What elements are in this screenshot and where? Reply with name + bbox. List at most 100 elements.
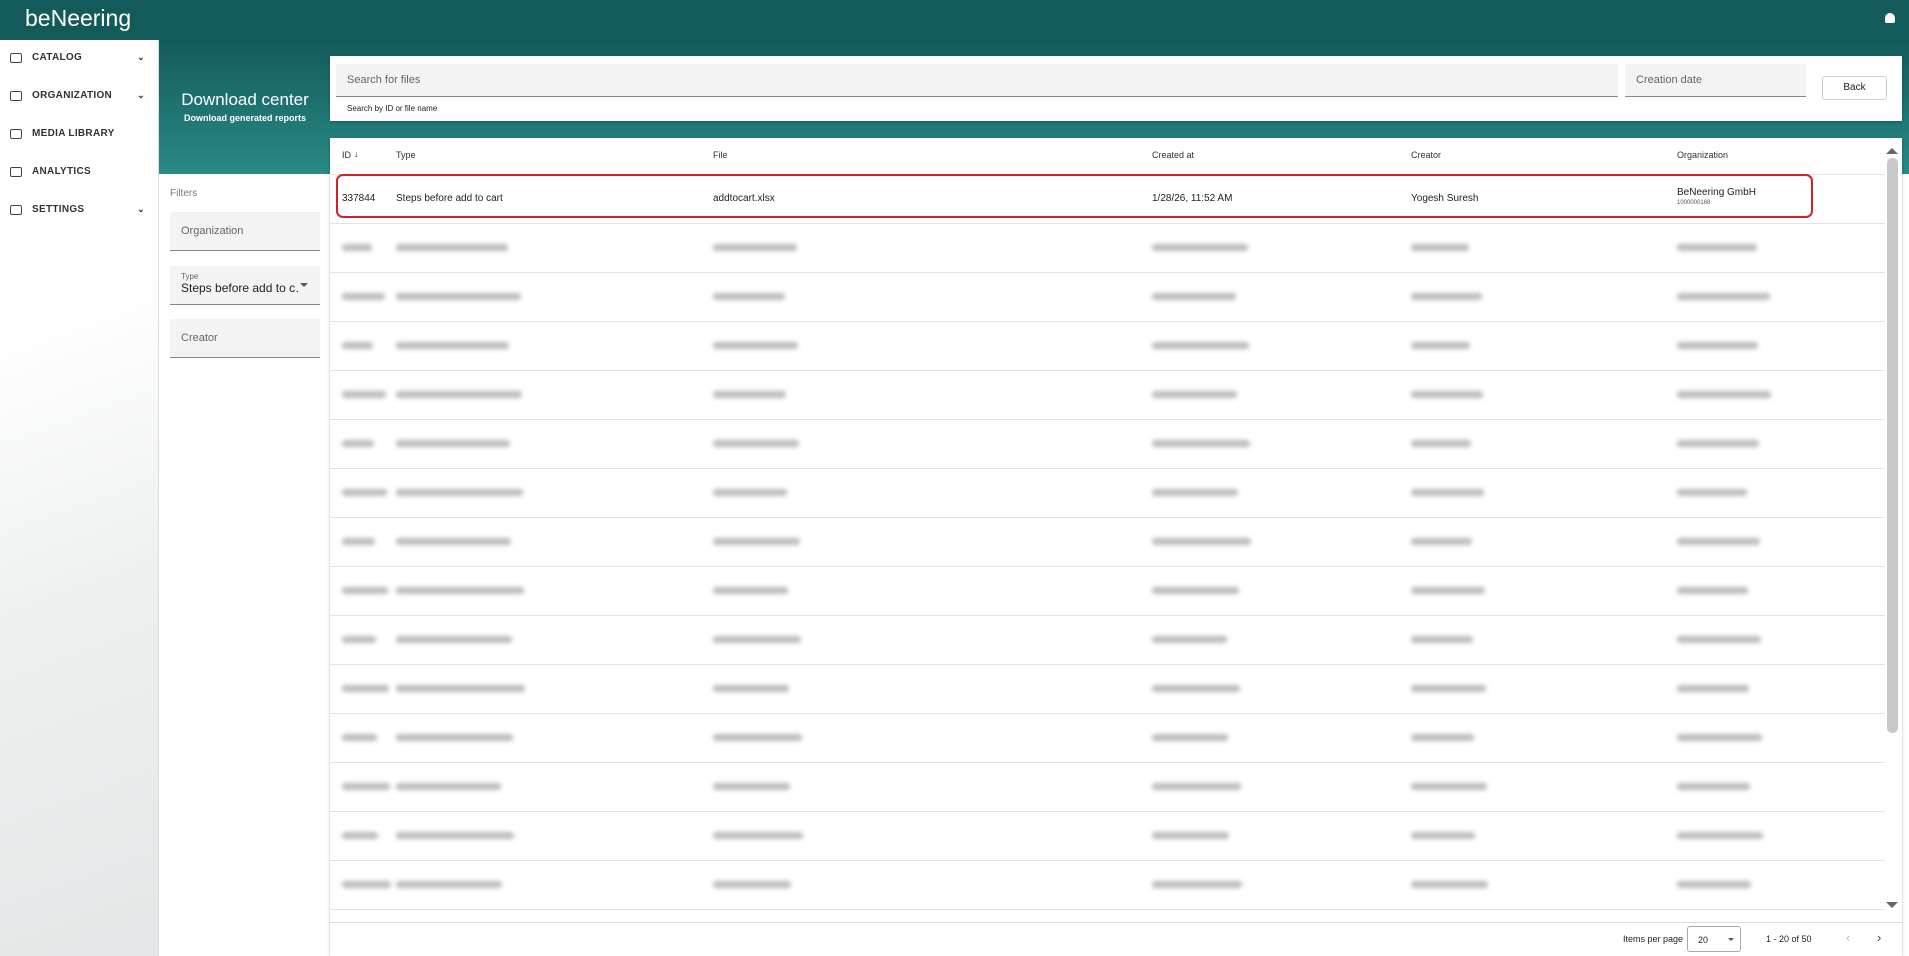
blurred-text xyxy=(713,244,797,251)
nav-item[interactable]: MEDIA LIBRARY xyxy=(10,128,145,139)
blurred-text xyxy=(1677,244,1757,251)
creator-filter[interactable]: Creator xyxy=(170,319,320,358)
blurred-text xyxy=(713,342,798,349)
sort-arrow: ↓ xyxy=(354,149,359,159)
cell-subtext: 1000000168 xyxy=(1677,200,1711,206)
user-icon[interactable] xyxy=(1885,13,1895,23)
nav-label: CATALOG xyxy=(32,52,83,63)
chevron: ⌄ xyxy=(137,204,145,214)
blurred-text xyxy=(1152,391,1237,398)
blurred-text xyxy=(396,783,501,790)
blurred-text xyxy=(713,391,786,398)
scroll-up[interactable] xyxy=(1886,142,1898,154)
blurred-text xyxy=(1677,832,1763,839)
blurred-text xyxy=(1411,440,1471,447)
blurred-text xyxy=(396,832,514,839)
blurred-text xyxy=(1411,734,1474,741)
nav-item[interactable]: ANALYTICS xyxy=(10,166,145,177)
column-header: Created at xyxy=(1152,150,1195,160)
blurred-text xyxy=(1152,538,1251,545)
blurred-text xyxy=(342,440,374,447)
nav-icon xyxy=(10,204,22,215)
blurred-text xyxy=(1152,244,1248,251)
blurred-text xyxy=(713,538,800,545)
blurred-text xyxy=(1677,440,1759,447)
blurred-text xyxy=(1677,587,1748,594)
blurred-text xyxy=(396,244,508,251)
blurred-text xyxy=(396,391,522,398)
blurred-text xyxy=(1677,734,1762,741)
cell: addtocart.xlsx xyxy=(713,193,775,204)
scroll-down[interactable] xyxy=(1886,902,1898,914)
page-title: Download center xyxy=(181,90,309,109)
blurred-text xyxy=(713,783,790,790)
blurred-text xyxy=(342,587,388,594)
blurred-text xyxy=(713,832,803,839)
blurred-text xyxy=(342,636,376,643)
blurred-text xyxy=(1152,293,1236,300)
row-line xyxy=(330,468,1885,469)
row-highlight[interactable] xyxy=(336,174,1813,218)
dropdown-arrow xyxy=(300,283,308,291)
type-filter-label: Type xyxy=(181,272,199,281)
type-filter-value: Steps before add to c… xyxy=(181,281,299,295)
chevron: ⌄ xyxy=(137,52,145,62)
column-header: Type xyxy=(396,150,416,160)
nav-item[interactable]: CATALOG ⌄ xyxy=(10,52,145,63)
organization-filter[interactable]: Organization xyxy=(170,212,320,251)
back-button[interactable]: Back xyxy=(1822,76,1887,100)
blurred-text xyxy=(342,538,375,545)
row-line xyxy=(330,811,1885,812)
blurred-text xyxy=(1411,587,1485,594)
search-input[interactable]: Search for files xyxy=(336,64,1618,97)
row-line xyxy=(330,272,1885,273)
blurred-text xyxy=(1677,342,1758,349)
row-line xyxy=(330,517,1885,518)
blurred-text xyxy=(1152,587,1239,594)
cell: 1/28/26, 11:52 AM xyxy=(1152,193,1233,204)
next-page[interactable]: › xyxy=(1877,930,1882,945)
blurred-text xyxy=(1411,636,1473,643)
nav-item[interactable]: ORGANIZATION ⌄ xyxy=(10,90,145,101)
row-line xyxy=(330,860,1885,861)
page-subtitle: Download generated reports xyxy=(183,113,307,123)
blurred-text xyxy=(1152,783,1241,790)
blurred-text xyxy=(1411,783,1487,790)
cell: BeNeering GmbH xyxy=(1677,187,1756,198)
scrollbar-thumb[interactable] xyxy=(1887,158,1898,733)
column-header: File xyxy=(713,150,728,160)
row-line xyxy=(330,419,1885,420)
blurred-text xyxy=(1411,244,1469,251)
nav-label: ORGANIZATION xyxy=(32,90,113,101)
page-size-select[interactable]: 20 xyxy=(1687,926,1741,952)
row-line xyxy=(330,909,1885,910)
cell: 337844 xyxy=(342,193,376,204)
blurred-text xyxy=(396,734,513,741)
footer-divider xyxy=(330,922,1902,923)
sidebar: CATALOG ⌄ ORGANIZATION ⌄ MEDIA LIBRARY ANALYT… xyxy=(0,40,159,956)
blurred-text xyxy=(342,832,378,839)
blurred-text xyxy=(1411,489,1484,496)
nav-item[interactable]: SETTINGS ⌄ xyxy=(10,204,145,215)
nav-icon xyxy=(10,52,22,63)
row-line xyxy=(330,615,1885,616)
blurred-text xyxy=(1152,636,1227,643)
blurred-text xyxy=(396,685,525,692)
blurred-text xyxy=(1152,440,1250,447)
blurred-text xyxy=(713,489,787,496)
logo[interactable]: beNeering xyxy=(25,5,132,31)
top-bar: beNeering xyxy=(0,0,1909,40)
nav-icon xyxy=(10,90,22,101)
dropdown-arrow xyxy=(1728,938,1734,944)
blurred-text xyxy=(1152,881,1242,888)
blurred-text xyxy=(713,636,801,643)
blurred-text xyxy=(1152,685,1240,692)
type-filter[interactable]: Type Steps before add to c… xyxy=(170,266,320,305)
creation-date-input[interactable]: Creation date xyxy=(1625,64,1806,97)
blurred-text xyxy=(342,734,377,741)
blurred-text xyxy=(713,881,791,888)
blurred-text xyxy=(342,881,391,888)
blurred-text xyxy=(1677,881,1751,888)
prev-page[interactable]: ‹ xyxy=(1846,930,1851,945)
